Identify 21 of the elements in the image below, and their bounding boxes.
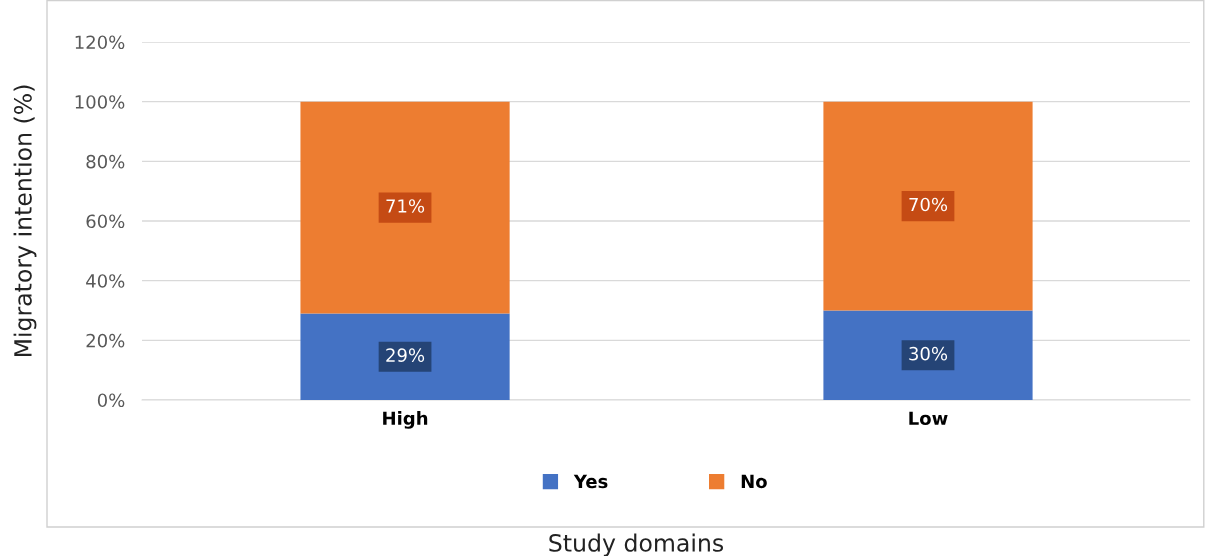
bar bbox=[823, 310, 1033, 400]
y-tick-label: 120% bbox=[75, 35, 125, 50]
y-tick-label: 80% bbox=[86, 154, 125, 169]
x-tick-label: Low bbox=[909, 411, 948, 426]
y-axis-title: Migratory intention (%) bbox=[13, 85, 37, 357]
y-tick-label: 60% bbox=[86, 214, 125, 229]
data-label: 70% bbox=[909, 197, 948, 212]
x-axis-title: Study domains bbox=[549, 533, 724, 556]
y-tick-label: 100% bbox=[75, 95, 125, 109]
data-label: 71% bbox=[386, 199, 425, 213]
y-tick-label: 0% bbox=[97, 393, 125, 408]
bar bbox=[300, 101, 510, 314]
x-tick-label: High bbox=[383, 411, 428, 429]
y-tick-label: 20% bbox=[86, 333, 125, 348]
y-tick-label: 40% bbox=[86, 274, 125, 288]
data-label: 29% bbox=[386, 348, 425, 362]
bar bbox=[823, 101, 1033, 311]
legend-label: Yes bbox=[573, 474, 608, 489]
bar bbox=[300, 313, 510, 400]
legend-label: No bbox=[741, 474, 767, 489]
data-label: 30% bbox=[909, 346, 948, 361]
